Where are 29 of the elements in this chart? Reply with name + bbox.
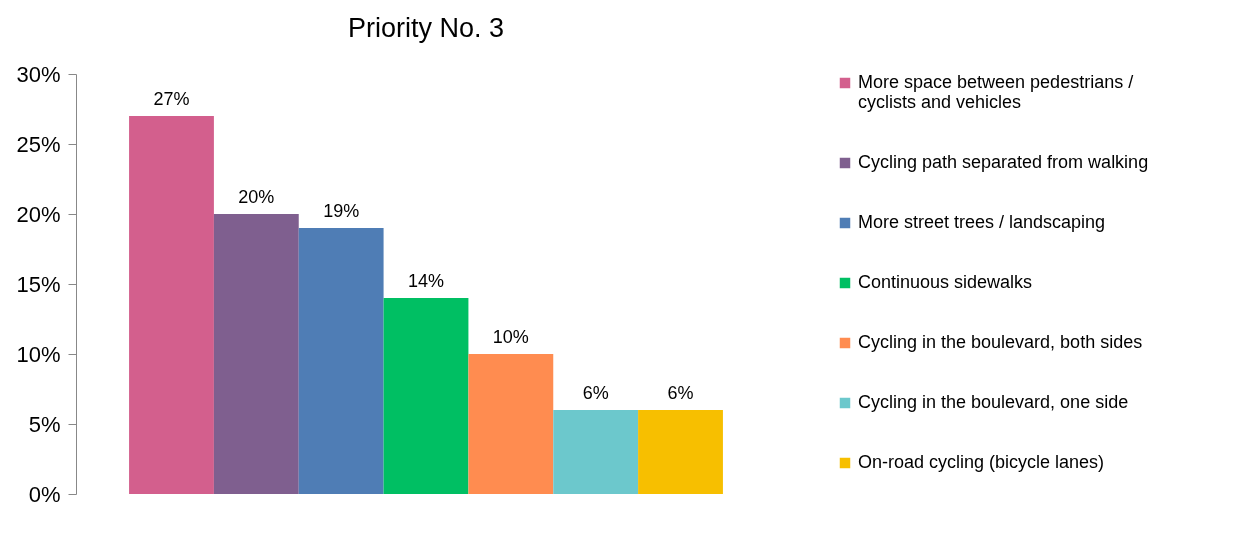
y-tick-label: 20% (16, 201, 61, 227)
bar (468, 354, 554, 494)
legend-label: Continuous sidewalks (858, 272, 1033, 292)
bar (213, 214, 299, 494)
y-tick-label: 25% (16, 131, 61, 157)
bar (383, 298, 469, 494)
legend-label: Cycling in the boulevard, both sides (858, 332, 1143, 352)
bar (638, 410, 723, 494)
data-label: 10% (492, 327, 529, 347)
data-label: 6% (582, 383, 609, 403)
bar (298, 228, 384, 494)
y-tick-label: 15% (16, 271, 61, 297)
legend-label: More space between pedestrians / cyclists and vehicles (858, 72, 1134, 112)
y-tick-label: 5% (28, 411, 61, 437)
data-label: 20% (238, 187, 275, 207)
chart-title: Priority No. 3 (347, 13, 505, 43)
legend-label: Cycling in the boulevard, one side (858, 392, 1129, 412)
y-tick-label: 30% (16, 61, 61, 87)
legend-label: Cycling path separated from walking (858, 152, 1149, 172)
legend-label: On-road cycling (bicycle lanes) (858, 452, 1105, 472)
y-tick-label: 10% (16, 341, 61, 367)
bar (553, 410, 639, 494)
data-label: 14% (407, 271, 445, 291)
y-tick-label: 0% (28, 481, 61, 507)
data-label: 6% (667, 383, 694, 403)
legend-label: More street trees / landscaping (858, 212, 1106, 232)
data-label: 27% (153, 89, 190, 109)
data-label: 19% (323, 201, 360, 221)
bar (129, 116, 214, 494)
